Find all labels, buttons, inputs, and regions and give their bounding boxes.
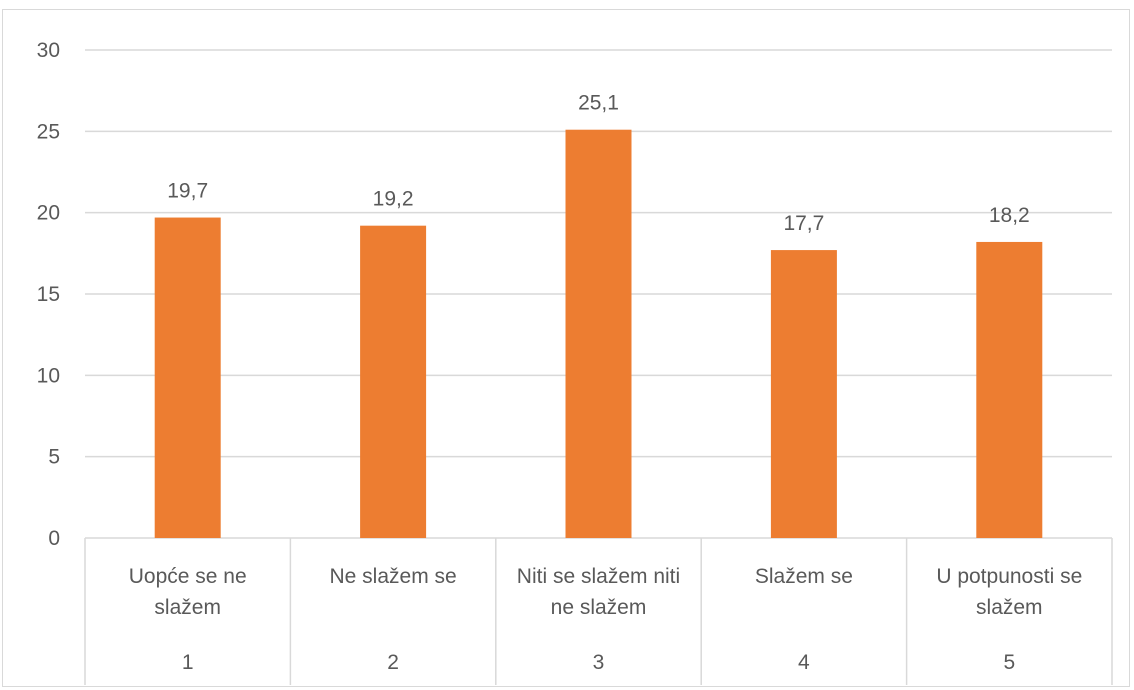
y-tick-label: 20	[37, 202, 60, 225]
data-label: 18,2	[989, 204, 1030, 227]
data-label: 19,7	[167, 180, 208, 203]
y-tick-label: 0	[48, 527, 60, 550]
category-label: slažem	[154, 596, 221, 619]
y-tick-label: 30	[37, 39, 60, 62]
category-label: Slažem se	[755, 565, 853, 588]
bar	[976, 241, 1043, 539]
category-label: ne slažem	[551, 596, 647, 619]
category-number: 3	[593, 651, 605, 674]
y-tick-label: 15	[37, 283, 60, 306]
category-label: U potpunosti se	[936, 565, 1082, 588]
y-tick-label: 25	[37, 120, 60, 143]
bar	[154, 217, 221, 538]
category-number: 4	[798, 651, 810, 674]
category-number: 1	[182, 651, 194, 674]
data-label: 25,1	[578, 92, 619, 115]
bar	[770, 250, 837, 538]
data-label: 17,7	[783, 212, 824, 235]
category-label: Niti se slažem niti	[517, 565, 680, 588]
bar	[360, 225, 427, 538]
category-number: 5	[1003, 651, 1015, 674]
category-number: 2	[387, 651, 399, 674]
data-label: 19,2	[373, 188, 414, 211]
category-label: Ne slažem se	[329, 565, 456, 588]
y-tick-label: 10	[37, 364, 60, 387]
category-label: Uopće se ne	[129, 565, 247, 588]
y-tick-label: 5	[48, 446, 60, 469]
category-label: slažem	[976, 596, 1043, 619]
bar	[565, 129, 632, 538]
